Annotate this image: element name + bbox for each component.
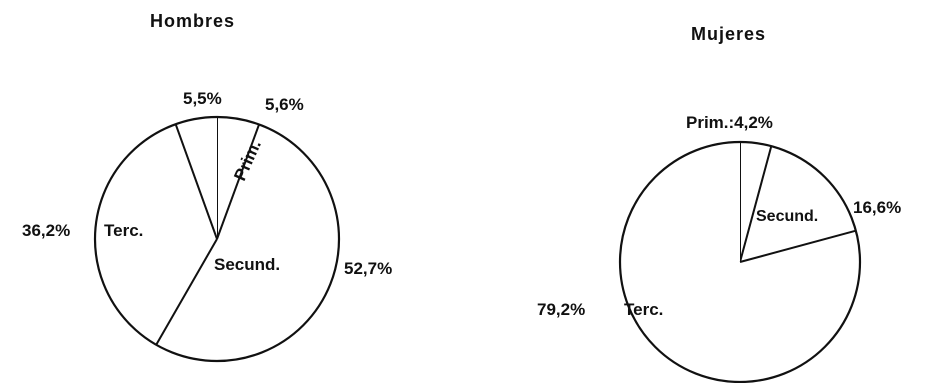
pie-outline-hombres	[93, 115, 341, 363]
pie-chart-hombres: Hombres 5,6% Prim. 5,5% Secund. 52,7% Te…	[22, 11, 392, 363]
pie-chart-mujeres: Mujeres Prim.:4,2% Secund. 16,6% Terc. 7…	[537, 24, 901, 383]
pie-slice-edge-secund-hombres	[216, 124, 260, 240]
slice-name-label-secund-mujeres: Secund.	[756, 208, 818, 225]
pie-slice-edge-secund-mujeres	[739, 145, 773, 263]
pie-slice-secund-mujeres	[740, 146, 856, 262]
pie-outline-mujeres	[618, 140, 862, 383]
slice-name-label-terc-hombres: Terc.	[104, 221, 143, 240]
slice-value-label-other-hombres: 5,5%	[183, 89, 222, 108]
slice-value-label-terc-hombres: 36,2%	[22, 221, 70, 240]
slice-value-label-secund-mujeres: 16,6%	[853, 198, 901, 217]
slice-value-label-terc-mujeres: 79,2%	[537, 300, 585, 319]
slice-value-label-prim-hombres: 5,6%	[265, 95, 304, 114]
pie-mujeres-slices	[620, 142, 860, 382]
pie-slice-edge-terc-mujeres	[739, 229, 857, 263]
chart-title-hombres: Hombres	[150, 11, 235, 31]
pie-slice-secund-hombres	[156, 124, 340, 362]
pie-slice-edge-other-hombres	[174, 123, 218, 240]
slice-name-label-secund-hombres: Secund.	[214, 255, 280, 274]
slice-name-label-terc-mujeres: Terc.	[624, 300, 663, 319]
pie-slice-terc-hombres	[95, 124, 217, 345]
pie-slice-edge-terc-hombres	[155, 238, 218, 346]
chart-title-mujeres: Mujeres	[691, 24, 766, 44]
slice-value-label-prim-mujeres: Prim.:4,2%	[686, 113, 773, 132]
pie-hombres-slices	[95, 117, 340, 362]
slice-value-label-secund-hombres: 52,7%	[344, 259, 392, 278]
